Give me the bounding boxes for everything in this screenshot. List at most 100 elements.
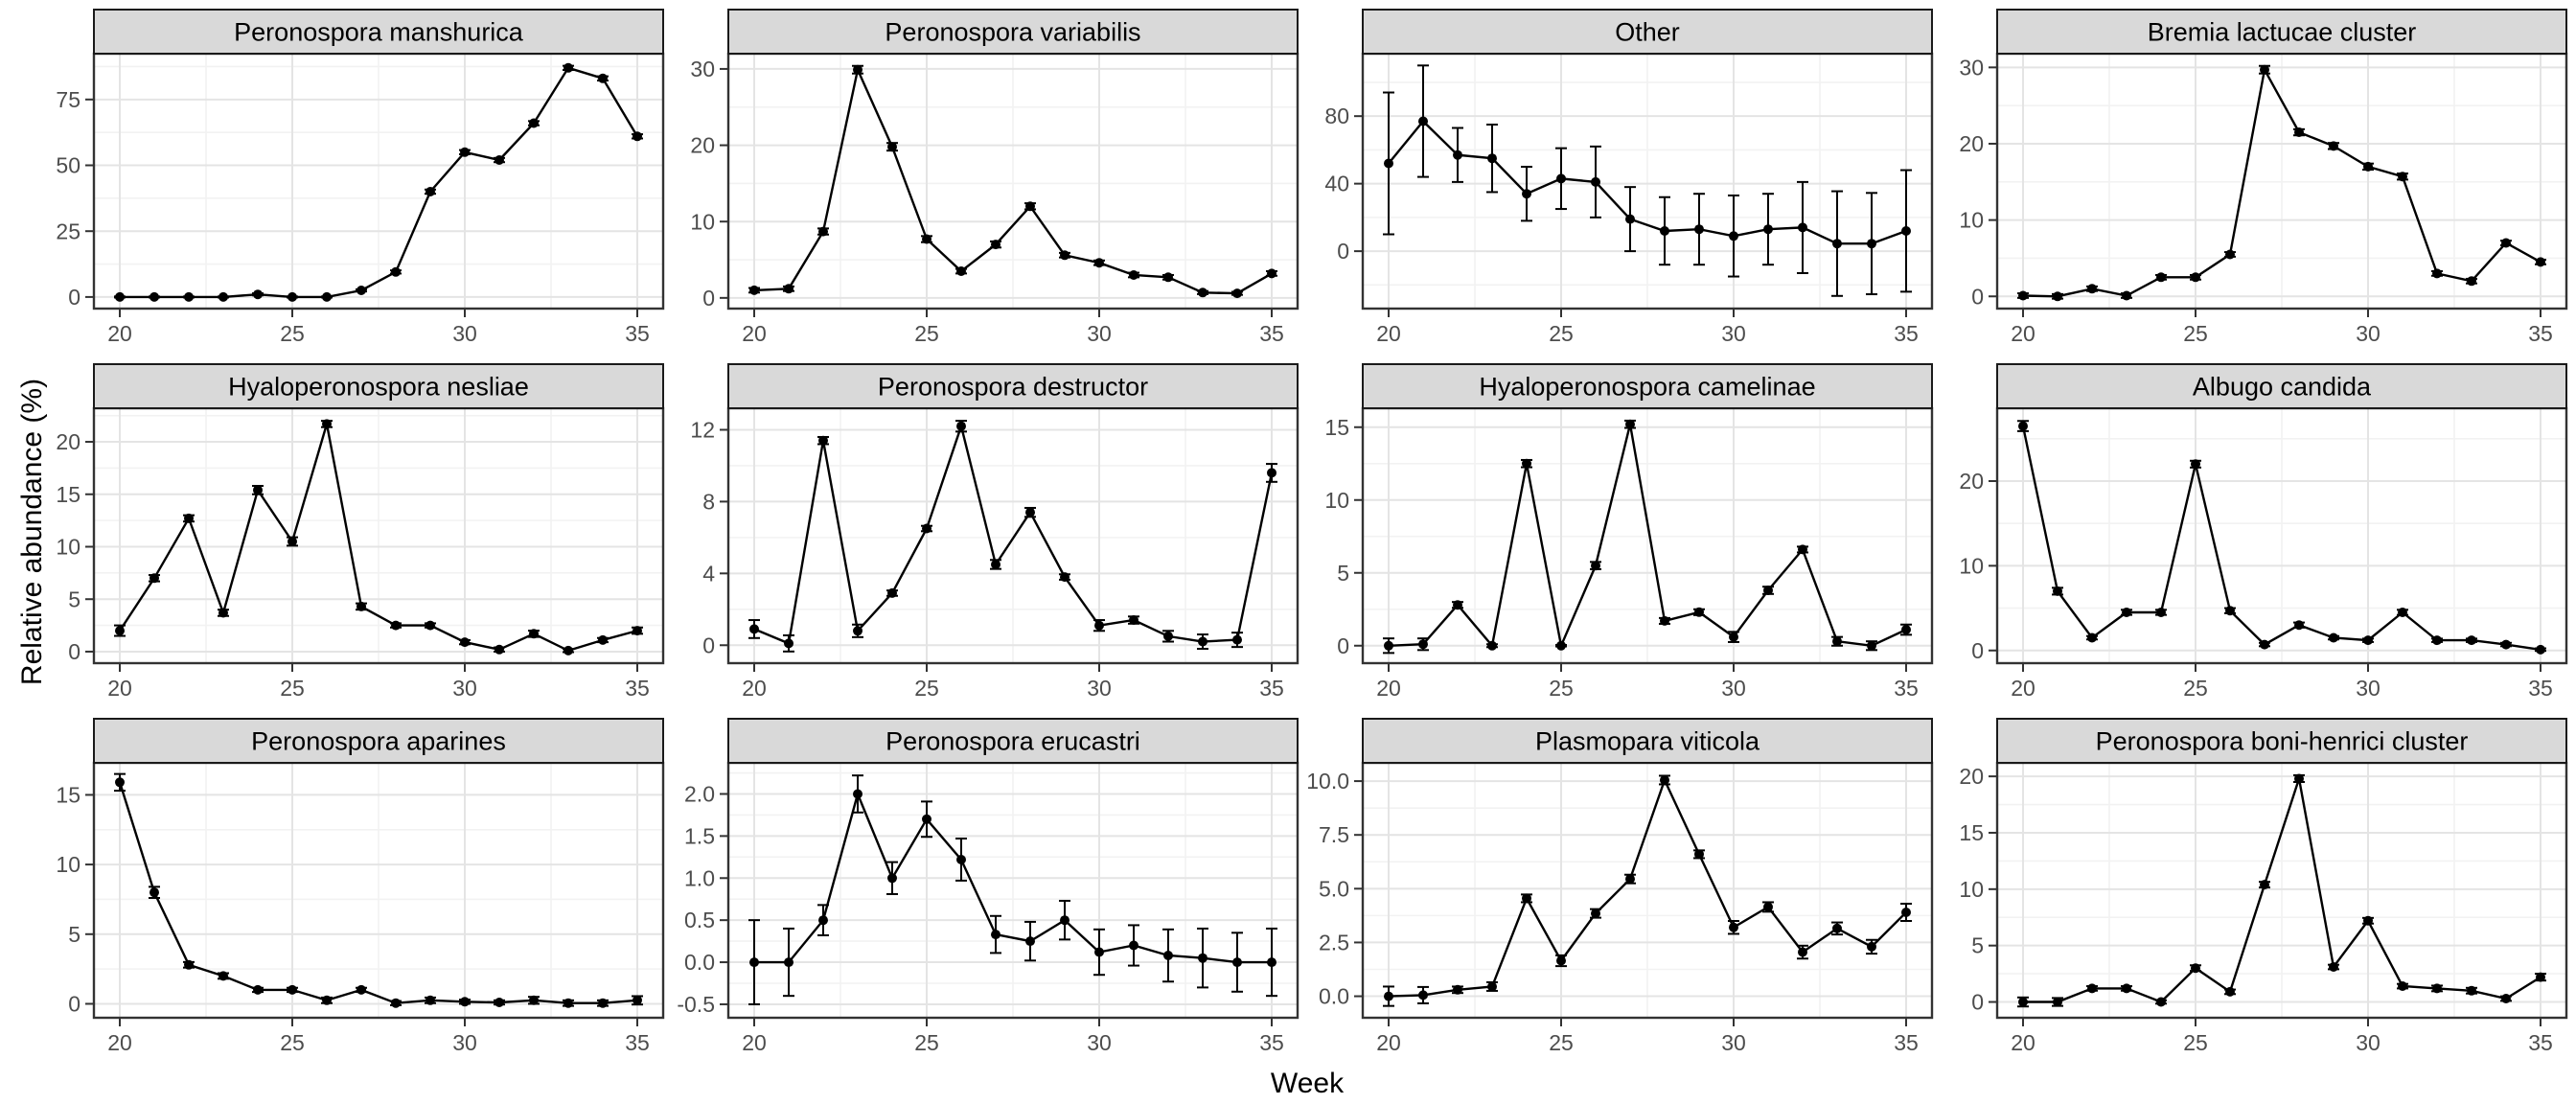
series-line xyxy=(753,422,1274,646)
axis-tick-labels: 20 25 30 35 0 5 10 15 20 xyxy=(56,429,649,701)
data-point xyxy=(2156,272,2166,283)
data-point xyxy=(922,523,932,534)
data-point xyxy=(1694,607,1704,617)
x-tick-label: 20 xyxy=(742,1030,767,1055)
data-point xyxy=(2260,639,2269,650)
strip-title: Plasmopara viticola xyxy=(1535,726,1760,755)
data-point xyxy=(460,637,470,648)
data-point xyxy=(1025,507,1035,518)
x-tick-label: 25 xyxy=(280,676,305,701)
x-tick-label: 30 xyxy=(2356,321,2380,346)
data-point xyxy=(922,814,932,824)
data-point xyxy=(1163,272,1173,283)
data-point xyxy=(2294,773,2304,784)
data-point xyxy=(2260,64,2269,75)
error-bars xyxy=(1383,64,1912,297)
data-point xyxy=(2432,268,2442,279)
axis-tick-labels: 20 25 30 35 0 5 10 15 xyxy=(1324,415,1918,701)
facet-panel-plasmopara-viticola: 20 25 30 35 0.0 2.5 5.0 7.5 10.0 Plasmopara vitic… xyxy=(1306,718,1934,1055)
facet-cell-peronospora-manshurica: 20 25 30 35 0 25 50 75 Peronospora manshurica xyxy=(38,0,673,355)
data-point xyxy=(322,291,332,302)
axis-tick-labels: 20 25 30 35 -0.5 0.0 0.5 1.0 1.5 2.0 xyxy=(677,782,1283,1055)
data-points xyxy=(749,421,1276,649)
y-tick-label: 0 xyxy=(1337,633,1349,658)
y-tick-label: 0 xyxy=(68,639,80,664)
strip-header xyxy=(727,363,1299,409)
series-line xyxy=(120,66,639,299)
facet-cell-other: 20 25 30 35 0 40 80 Other xyxy=(1307,0,1942,355)
x-tick-label: 30 xyxy=(1087,1030,1112,1055)
y-tick-label: 1.0 xyxy=(684,865,715,890)
x-tick-label: 25 xyxy=(2183,321,2208,346)
data-point xyxy=(1418,990,1428,1000)
data-point xyxy=(1901,908,1911,917)
data-point xyxy=(2467,985,2476,996)
data-point xyxy=(426,995,435,1005)
grid-major xyxy=(94,54,663,309)
data-point xyxy=(991,930,1000,940)
y-tick-label: 15 xyxy=(1959,820,1984,845)
facet-cell-peronospora-boni-henrici-cluster: 20 25 30 35 0 5 10 15 20 Peronospora boni-henrici… xyxy=(1942,709,2576,1064)
data-point xyxy=(2087,983,2097,994)
facet-panel-peronospora-boni-henrici-cluster: 20 25 30 35 0 5 10 15 20 Peronospora boni-henrici… xyxy=(1959,718,2568,1055)
y-tick-label: 10 xyxy=(1959,208,1984,233)
series-line xyxy=(1388,424,1907,650)
x-tick-label: 30 xyxy=(452,1030,477,1055)
data-point xyxy=(2536,257,2545,267)
data-point xyxy=(2225,986,2235,997)
data-point xyxy=(632,626,642,636)
data-point xyxy=(2156,608,2166,617)
facet-cell-peronospora-aparines: 20 25 30 35 0 5 10 15 Peronospora aparines xyxy=(38,709,673,1064)
data-point xyxy=(2432,983,2442,994)
facet-cell-peronospora-destructor: 20 25 30 35 0 4 8 12 Peronospora destructor xyxy=(673,355,1307,709)
data-point xyxy=(253,485,263,495)
data-point xyxy=(2122,608,2131,617)
axis-tick-labels: 20 25 30 35 0.0 2.5 5.0 7.5 10.0 xyxy=(1306,769,1919,1055)
data-point xyxy=(1660,226,1669,236)
axis-tick-labels: 20 25 30 35 0 10 20 30 xyxy=(1959,55,2552,346)
strip-header xyxy=(1996,363,2567,409)
data-point xyxy=(1129,615,1138,625)
data-point xyxy=(1060,915,1070,926)
data-points xyxy=(2018,421,2545,655)
grid-major xyxy=(1997,408,2566,663)
facet-cell-hyaloperonospora-camelinae: 20 25 30 35 0 5 10 15 Hyaloperonospora camelinae xyxy=(1307,355,1942,709)
x-tick-label: 25 xyxy=(914,321,939,346)
y-tick-label: 25 xyxy=(56,218,80,243)
strip-title: Hyaloperonospora nesliae xyxy=(228,372,529,401)
data-point xyxy=(1591,176,1600,187)
data-point xyxy=(1163,951,1173,960)
data-points xyxy=(2018,64,2545,302)
data-point xyxy=(1025,201,1035,212)
axis-tick-labels: 20 25 30 35 0 25 50 75 xyxy=(56,87,649,346)
data-point xyxy=(1625,419,1635,429)
grid-minor xyxy=(1997,54,2566,309)
y-tick-label: 10.0 xyxy=(1307,769,1349,794)
grid-major xyxy=(1997,54,2566,309)
facet-grid: 20 25 30 35 0 25 50 75 Peronospora manshurica 20 2… xyxy=(38,0,2576,1064)
y-tick-label: 7.5 xyxy=(1319,822,1349,847)
data-point xyxy=(2329,141,2338,151)
data-point xyxy=(529,629,539,639)
grid-minor xyxy=(1363,763,1932,1018)
strip-title: Bremia lactucae cluster xyxy=(2148,17,2417,46)
data-point xyxy=(460,997,470,1007)
x-tick-label: 20 xyxy=(1376,1030,1401,1055)
data-point xyxy=(2122,290,2131,301)
y-tick-label: 80 xyxy=(1324,104,1349,128)
data-point xyxy=(1453,984,1462,995)
data-point xyxy=(991,560,1000,569)
data-point xyxy=(2087,632,2097,643)
facet-panel-hyaloperonospora-nesliae: 20 25 30 35 0 5 10 15 20 Hyaloperonospora nesliae xyxy=(56,363,665,701)
y-tick-label: 75 xyxy=(56,87,80,112)
data-point xyxy=(1129,940,1138,951)
data-point xyxy=(2363,161,2373,172)
x-tick-label: 35 xyxy=(2528,321,2553,346)
facet-cell-plasmopara-viticola: 20 25 30 35 0.0 2.5 5.0 7.5 10.0 Plasmopara vitic… xyxy=(1306,709,1942,1064)
axis-ticks xyxy=(1354,426,1907,672)
data-point xyxy=(2501,238,2511,248)
data-point xyxy=(1591,561,1600,571)
x-tick-label: 35 xyxy=(2528,676,2553,701)
y-tick-label: 0 xyxy=(702,632,715,657)
